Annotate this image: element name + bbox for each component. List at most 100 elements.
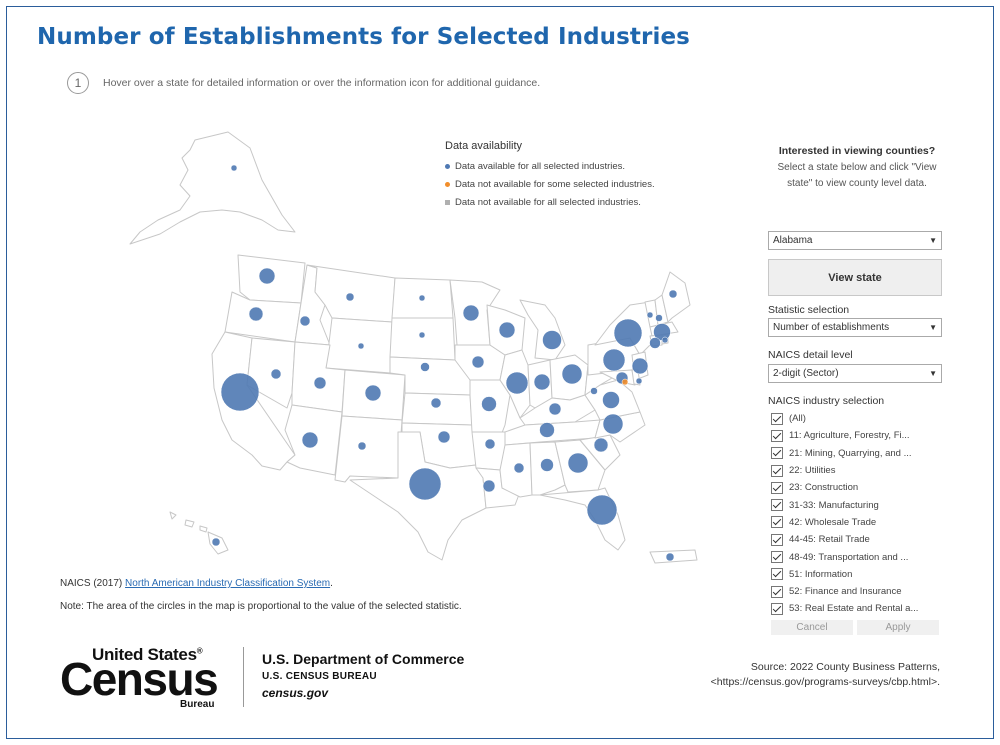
census-site: census.gov — [262, 686, 329, 700]
industry-checkbox[interactable]: 53: Real Estate and Rental a... — [771, 600, 918, 617]
bubble-vt — [646, 311, 654, 319]
naics-level-select[interactable]: 2-digit (Sector) ▼ — [768, 364, 942, 383]
checkbox-checked-icon[interactable] — [771, 585, 783, 598]
circle-note: Note: The area of the circles in the map… — [60, 601, 462, 612]
info-icon[interactable]: 1 — [67, 72, 89, 94]
checkbox-checked-icon[interactable] — [771, 429, 783, 442]
industry-checkbox[interactable]: 52: Finance and Insurance — [771, 583, 918, 600]
legend-title: Data availability — [445, 140, 523, 152]
bubble-nm — [357, 441, 367, 451]
naics-link[interactable]: North American Industry Classification S… — [125, 578, 331, 589]
bubble-la — [482, 479, 496, 493]
bubble-mi — [542, 330, 562, 350]
legend-item-unavailable: Data not available for all selected indu… — [445, 193, 655, 211]
bubble-ks — [430, 397, 442, 409]
checkbox-checked-icon[interactable] — [771, 516, 783, 529]
bubble-ga — [567, 452, 589, 474]
state-sd — [389, 317, 456, 361]
bubble-sc — [593, 437, 609, 453]
bubble-mn — [462, 304, 480, 322]
industry-label: 44-45: Retail Trade — [789, 534, 870, 546]
bubble-ct — [649, 337, 661, 349]
industry-label: 11: Agriculture, Forestry, Fi... — [789, 430, 910, 442]
bubble-al — [540, 458, 554, 472]
bubble-oh — [561, 363, 583, 385]
bubble-ri — [661, 336, 669, 344]
industry-checkbox[interactable]: 21: Mining, Quarrying, and ... — [771, 445, 918, 462]
state-hawaii — [169, 511, 229, 555]
industry-checkbox[interactable]: 42: Wholesale Trade — [771, 514, 918, 531]
industry-label: 42: Wholesale Trade — [789, 516, 877, 528]
checkbox-checked-icon[interactable] — [771, 447, 783, 460]
dropdown-arrow-icon: ▼ — [929, 323, 937, 332]
bubble-id — [299, 315, 311, 327]
state-alaska — [129, 131, 296, 245]
state-ar — [471, 431, 506, 471]
industry-checkbox[interactable]: 22: Utilities — [771, 462, 918, 479]
bubble-ia — [471, 355, 485, 369]
checkbox-checked-icon[interactable] — [771, 568, 783, 581]
bubble-nd — [418, 294, 426, 302]
statistic-select[interactable]: Number of establishments ▼ — [768, 318, 942, 337]
bubble-ne — [420, 362, 430, 372]
cancel-button[interactable]: Cancel — [771, 620, 853, 635]
industry-label: (All) — [789, 413, 806, 425]
industry-checkbox[interactable]: 48-49: Transportation and ... — [771, 548, 918, 565]
bureau-name: U.S. CENSUS BUREAU — [262, 671, 377, 682]
industry-checkbox[interactable]: 51: Information — [771, 566, 918, 583]
industry-label: 31-33: Manufacturing — [789, 499, 879, 511]
bubble-nh — [655, 314, 663, 322]
state-nm — [334, 415, 403, 483]
bubble-ar — [484, 438, 496, 450]
source-line-1: Source: 2022 County Business Patterns, — [750, 661, 940, 673]
page-title: Number of Establishments for Selected In… — [37, 24, 690, 50]
logo-census: Census — [60, 653, 219, 705]
checkbox-checked-icon[interactable] — [771, 481, 783, 494]
industry-checkbox[interactable]: 23: Construction — [771, 479, 918, 496]
logo-registered: ® — [196, 646, 203, 656]
checkbox-checked-icon[interactable] — [771, 464, 783, 477]
bubble-in — [533, 373, 551, 391]
bubble-ms — [513, 462, 525, 474]
statistic-select-value: Number of establishments — [773, 322, 890, 333]
bubble-pr — [665, 552, 675, 562]
checkbox-checked-icon[interactable] — [771, 602, 783, 615]
bubble-va — [602, 391, 620, 409]
industry-checkbox[interactable]: 11: Agriculture, Forestry, Fi... — [771, 427, 918, 444]
checkbox-checked-icon[interactable] — [771, 551, 783, 564]
state-select-value: Alabama — [773, 235, 813, 246]
bubble-mt — [345, 292, 355, 302]
hint-text: Hover over a state for detailed informat… — [103, 77, 541, 89]
bubble-or — [248, 306, 264, 322]
bubble-de — [635, 377, 643, 385]
checkbox-checked-icon[interactable] — [771, 412, 783, 425]
legend-item-partial: Data not available for some selected ind… — [445, 175, 655, 193]
bubble-az — [301, 431, 319, 449]
industry-checkbox[interactable]: (All) — [771, 410, 918, 427]
bubble-ut — [313, 376, 327, 390]
legend-dot-blue-icon — [445, 163, 450, 169]
legend-item-available: Data available for all selected industri… — [445, 157, 655, 175]
state-ks — [401, 392, 473, 426]
bubble-nv — [270, 368, 282, 380]
counties-title: Interested in viewing counties? — [778, 145, 936, 157]
source-line-2: <https://census.gov/programs-surveys/cbp… — [710, 676, 940, 688]
dropdown-arrow-icon: ▼ — [929, 236, 937, 245]
state-select[interactable]: Alabama ▼ — [768, 231, 942, 250]
industry-checkbox-list: (All) 11: Agriculture, Forestry, Fi... 2… — [771, 410, 918, 618]
bubble-mo — [481, 396, 497, 412]
checkbox-checked-icon[interactable] — [771, 533, 783, 546]
counties-instructions: Select a state below and click "View sta… — [777, 162, 937, 189]
dropdown-arrow-icon: ▼ — [929, 369, 937, 378]
bubble-fl — [586, 494, 618, 526]
naics-suffix: . — [330, 578, 333, 589]
bubble-wv — [590, 387, 598, 395]
state-bubbles — [211, 164, 678, 562]
industry-checkbox[interactable]: 31-33: Manufacturing — [771, 496, 918, 513]
view-state-button[interactable]: View state — [768, 259, 942, 296]
industry-checkbox[interactable]: 44-45: Retail Trade — [771, 531, 918, 548]
industry-label: 53: Real Estate and Rental a... — [789, 603, 919, 615]
checkbox-checked-icon[interactable] — [771, 499, 783, 512]
us-map[interactable] — [0, 0, 760, 600]
apply-button[interactable]: Apply — [857, 620, 939, 635]
